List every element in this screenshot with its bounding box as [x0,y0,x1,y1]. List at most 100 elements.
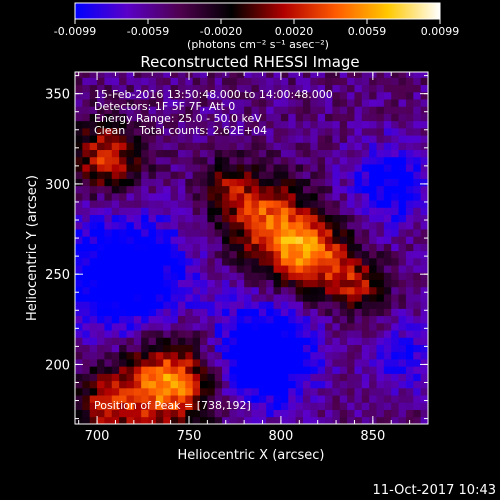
heatmap-cell [200,106,208,114]
heatmap-cell [398,308,407,317]
heatmap-cell [222,409,230,418]
heatmap-cell [163,214,171,223]
heatmap-cell [185,315,194,324]
heatmap-cell [89,178,98,187]
heatmap-cell [302,265,311,273]
heatmap-cell [302,142,311,151]
heatmap-cell [155,257,164,266]
heatmap-cell [177,409,186,418]
heatmap-cell [155,200,164,208]
heatmap-cell [163,127,171,136]
heatmap-cell [347,120,355,129]
heatmap-cell [288,135,297,143]
heatmap-cell [207,351,216,360]
heatmap-cell [317,351,326,360]
heatmap-cell [258,207,267,215]
heatmap-cell [192,301,201,309]
heatmap-cell [273,236,282,244]
heatmap-cell [75,142,83,151]
heatmap-cell [97,380,105,389]
heatmap-cell [339,337,348,345]
heatmap-cell [347,99,355,107]
heatmap-cell [302,387,311,396]
heatmap-cell [163,409,171,418]
heatmap-cell [155,135,164,143]
heatmap-cell [126,135,135,143]
heatmap-cell [339,221,348,230]
heatmap-cell [214,330,223,338]
heatmap-cell [82,156,91,165]
heatmap-cell [258,272,267,280]
heatmap-cell [104,250,113,259]
heatmap-cell [133,294,142,302]
heatmap-cell [200,272,208,280]
heatmap-cell [148,192,157,201]
heatmap-cell [391,77,399,86]
heatmap-cell [332,279,341,288]
heatmap-cell [258,387,267,396]
heatmap-cell [376,135,385,143]
heatmap-cell [391,72,399,78]
heatmap-cell [420,156,429,165]
heatmap-cell [391,135,399,143]
heatmap-cell [325,99,333,107]
heatmap-cell [126,77,135,86]
heatmap-cell [302,229,311,237]
heatmap-cell [325,308,333,317]
heatmap-cell [391,294,399,302]
heatmap-cell [332,308,341,317]
heatmap-cell [82,344,91,353]
heatmap-cell [141,337,149,345]
heatmap-cell [273,99,282,107]
heatmap-cell [97,106,105,114]
heatmap-cell [273,409,282,418]
heatmap-cell [310,243,319,252]
heatmap-cell [141,373,149,382]
heatmap-cell [288,330,297,338]
heatmap-cell [200,236,208,244]
heatmap-cell [155,229,164,237]
heatmap-cell [361,192,370,201]
heatmap-cell [339,301,348,309]
heatmap-cell [104,279,113,288]
heatmap-cell [391,171,399,179]
heatmap-cell [310,322,319,331]
heatmap-cell [192,294,201,302]
heatmap-cell [280,380,289,389]
heatmap-cell [339,286,348,295]
heatmap-cell [104,265,113,273]
heatmap-cell [126,72,135,78]
heatmap-cell [104,344,113,353]
heatmap-cell [347,214,355,223]
heatmap-cell [126,272,135,280]
heatmap-cell [185,344,194,353]
heatmap-cell [339,279,348,288]
heatmap-cell [302,380,311,389]
heatmap-cell [82,91,91,100]
heatmap-cell [207,164,216,172]
heatmap-cell [405,236,414,244]
heatmap-cell [192,416,201,425]
heatmap-cell [97,366,105,374]
heatmap-cell [222,279,230,288]
heatmap-cell [185,185,194,194]
heatmap-cell [310,286,319,295]
heatmap-cell [251,337,260,345]
heatmap-cell [376,272,385,280]
heatmap-cell [295,127,304,136]
heatmap-cell [339,91,348,100]
heatmap-cell [273,91,282,100]
heatmap-cell [75,409,83,418]
heatmap-cell [126,214,135,223]
heatmap-cell [361,366,370,374]
heatmap-cell [317,402,326,410]
heatmap-cell [192,272,201,280]
heatmap-cell [325,91,333,100]
heatmap-cell [207,77,216,86]
heatmap-cell [354,294,363,302]
heatmap-cell [251,171,260,179]
heatmap-cell [214,322,223,331]
heatmap-cell [214,192,223,201]
heatmap-cell [133,207,142,215]
heatmap-cell [251,308,260,317]
